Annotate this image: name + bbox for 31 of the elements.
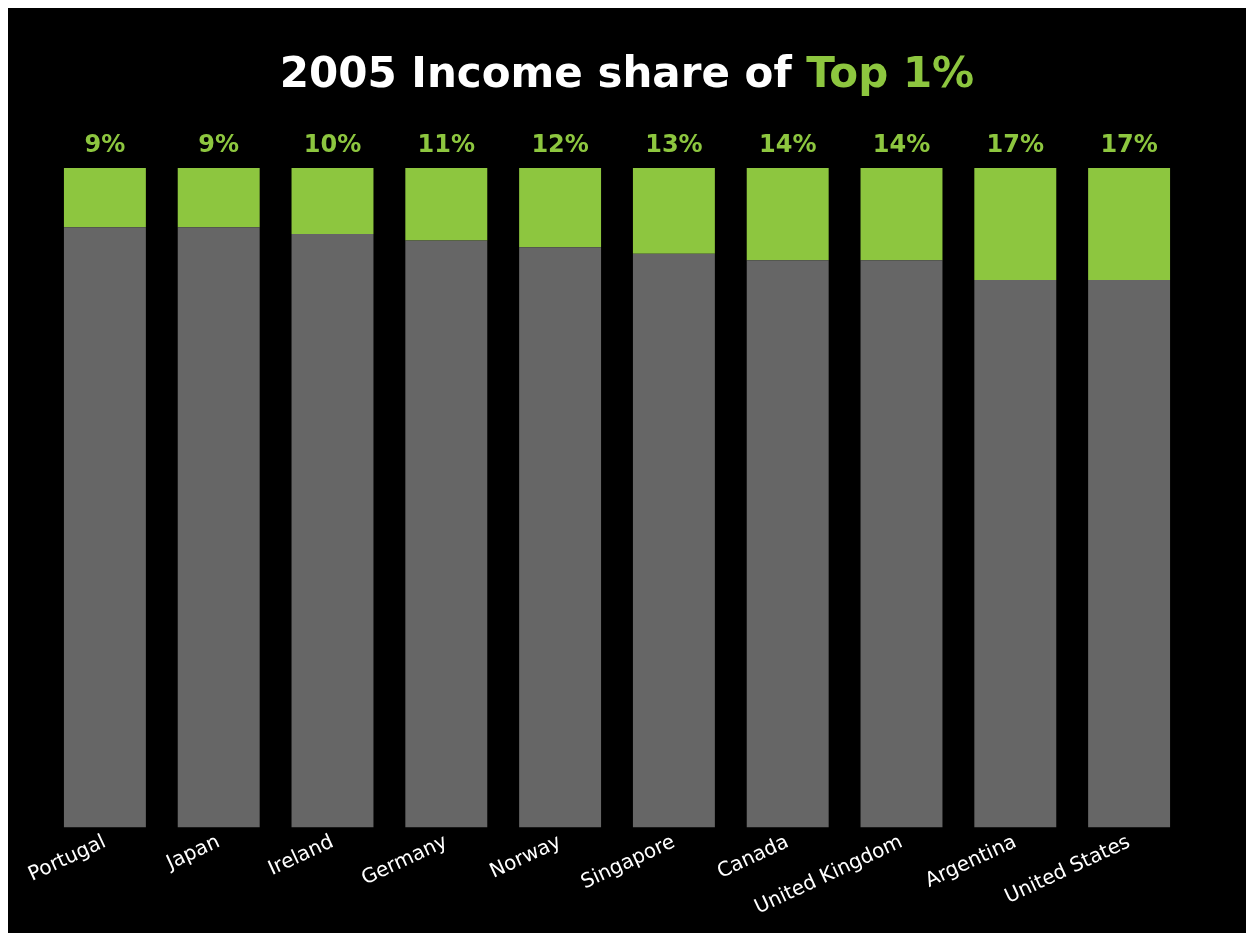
bar — [632, 168, 715, 254]
bar — [63, 168, 146, 228]
bar — [291, 233, 374, 828]
bar — [519, 247, 602, 828]
bar — [1088, 168, 1171, 281]
chart-title: 2005 Income share of Top 1% — [279, 48, 975, 97]
bar — [746, 260, 829, 828]
data-label: 17% — [1100, 130, 1158, 159]
data-label: 14% — [758, 130, 817, 159]
data-label: 10% — [303, 130, 362, 159]
bar — [405, 240, 488, 828]
data-label: 9% — [84, 130, 126, 159]
bar — [974, 168, 1057, 281]
data-label: 14% — [872, 130, 931, 159]
data-label: 13% — [645, 130, 703, 159]
data-label: 17% — [986, 130, 1045, 159]
data-label: 9% — [198, 130, 240, 159]
bar — [405, 168, 488, 241]
bar — [1088, 280, 1171, 828]
bar — [860, 260, 943, 828]
bar — [860, 168, 943, 261]
bar — [746, 168, 829, 261]
bar — [632, 253, 715, 828]
data-label: 11% — [417, 130, 476, 159]
bar — [177, 227, 260, 828]
bar — [177, 168, 260, 228]
bar — [291, 168, 374, 234]
bar — [974, 280, 1057, 828]
data-label: 12% — [531, 130, 589, 159]
bar — [519, 168, 602, 248]
bar — [63, 227, 146, 828]
